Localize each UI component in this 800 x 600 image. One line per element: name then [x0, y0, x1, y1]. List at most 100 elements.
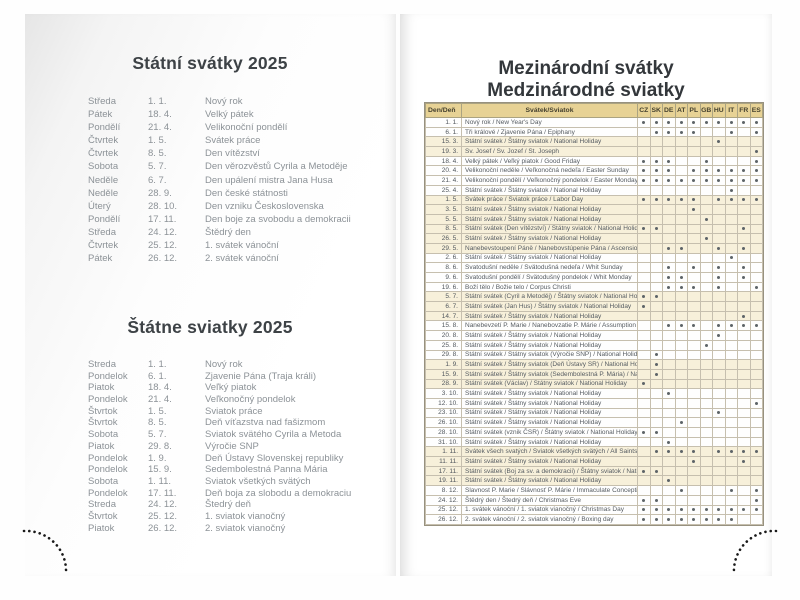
holiday-date: 6. 7. [148, 174, 167, 186]
holiday-dot-icon [692, 120, 696, 124]
country-dot-cell-sk [649, 349, 663, 361]
holiday-weekday: Středa [88, 96, 116, 107]
table-row: 5. 7. Státní svátek (Cyril a Metoděj) / Š… [425, 291, 763, 303]
country-dot-cell-pl [687, 504, 701, 516]
country-dot-cell-sk [649, 272, 663, 283]
country-dot-cell-at [674, 194, 688, 206]
country-dot-cell-it [724, 397, 738, 409]
country-dot-cell-fr [737, 204, 751, 215]
holiday-dot-icon [754, 285, 758, 289]
country-dot-cell-sk [649, 388, 663, 399]
holiday-name: Státní svátek / Štátny sviatok / Nationa… [461, 204, 638, 215]
country-dot-cell-cz [637, 388, 651, 399]
country-dot-cell-pl [687, 272, 701, 283]
holiday-dot-icon [754, 198, 758, 202]
country-dot-cell-pl [687, 475, 701, 487]
holiday-dot-icon [729, 256, 733, 260]
country-dot-cell-de [662, 272, 676, 283]
country-dot-cell-at [674, 320, 688, 332]
country-dot-cell-es [749, 223, 763, 235]
holiday-dot-icon [667, 159, 671, 163]
holiday-dot-icon [717, 140, 721, 144]
country-dot-cell-gb [699, 184, 713, 196]
holiday-weekday: Pátek [88, 253, 113, 265]
holiday-dot-icon [654, 178, 658, 182]
holiday-dot-icon [679, 275, 683, 279]
country-dot-cell-at [674, 213, 688, 225]
holiday-weekday: Pondelok [88, 464, 128, 476]
holiday-weekday: Úterý [88, 200, 111, 212]
holiday-name: Den věrozvěstů Cyrila a Metoděje [205, 161, 348, 173]
country-dot-cell-de [662, 281, 676, 293]
country-dot-cell-cz [637, 436, 651, 448]
country-dot-cell-it [724, 262, 738, 273]
holiday-name: Štědrý den [205, 226, 251, 238]
holiday-dot-icon [667, 440, 671, 444]
holiday-dot-icon [667, 198, 671, 202]
country-dot-cell-gb [699, 252, 713, 264]
holiday-date: 23. 10. [425, 407, 462, 419]
holiday-dot-icon [704, 217, 708, 221]
country-dot-cell-fr [737, 117, 751, 128]
holiday-name: Tři králové / Zjavenie Pána / Epiphany [461, 126, 638, 138]
holiday-weekday: Piatok [88, 440, 115, 452]
country-dot-cell-de [662, 504, 676, 516]
holiday-dot-icon [692, 518, 696, 522]
holiday-name: Štedrý deň [205, 499, 251, 511]
country-dot-cell-gb [699, 417, 713, 428]
country-dot-cell-at [674, 514, 688, 525]
holiday-weekday: Středa [88, 226, 116, 238]
holiday-weekday: Neděle [88, 187, 119, 199]
country-dot-cell-at [674, 388, 688, 399]
table-row: 6. 7. Státní svátek (Jan Hus) / Štátny sv… [425, 301, 763, 312]
holiday-name: 2. svátek vánoční / 2. sviatok vianočný … [461, 514, 638, 525]
country-dot-cell-sk [649, 514, 663, 525]
holiday-weekday: Čtvrtek [88, 148, 119, 160]
country-dot-cell-gb [699, 368, 713, 380]
holiday-list-row: Čtvrtek 1. 5. Svátek práce [88, 134, 388, 147]
country-dot-cell-it [724, 213, 738, 225]
country-dot-cell-hu [712, 514, 726, 525]
holiday-date: 8. 12. [425, 485, 462, 496]
holiday-dot-icon [667, 508, 671, 512]
holiday-dot-icon [754, 450, 758, 454]
country-dot-cell-fr [737, 436, 751, 448]
holiday-date: 26. 12. [148, 253, 178, 265]
country-dot-cell-at [674, 117, 688, 128]
country-dot-cell-at [674, 126, 688, 138]
right-page: Mezinárodní svátky Medzinárodné sviatky … [400, 14, 772, 576]
holiday-list-row: Čtvrtek 8. 5. Den vítězství [88, 147, 388, 160]
holiday-name: Deň Ústavy Slovenskej republiky [205, 452, 344, 464]
holiday-dot-icon [642, 304, 646, 308]
country-dot-cell-it [724, 204, 738, 215]
international-holidays-title-cz: Mezinárodní svátky [498, 58, 674, 79]
country-dot-cell-sk [649, 485, 663, 496]
table-row: 8. 5. Státní svátek (Den vítězství) / Štá… [425, 223, 763, 235]
czech-holidays-title: Státní svátky 2025 [132, 53, 288, 73]
country-dot-cell-es [749, 378, 763, 390]
country-dot-cell-cz [637, 262, 651, 273]
holiday-list-row: Pondělí 17. 11. Den boje za svobodu a demo… [88, 213, 388, 226]
holiday-dot-icon [742, 120, 746, 124]
country-dot-cell-de [662, 407, 676, 419]
country-dot-cell-it [724, 465, 738, 477]
country-dot-cell-gb [699, 330, 713, 341]
international-holidays-table: Den/Deň Svátek/Sviatok CZ SK DE AT PL GB HU IT F… [424, 102, 764, 526]
country-dot-cell-pl [687, 339, 701, 351]
country-dot-cell-fr [737, 126, 751, 138]
country-dot-cell-es [749, 262, 763, 273]
country-dot-cell-at [674, 504, 688, 516]
country-dot-cell-cz [637, 514, 651, 525]
holiday-dot-icon [704, 518, 708, 522]
country-dot-cell-de [662, 330, 676, 341]
holiday-name: Státní svátek / Štátny sviatok (Deň Ústa… [461, 359, 638, 370]
holiday-list-row: Štvrtok 8. 5. Deň víťazstva nad fašizmom [88, 417, 388, 429]
country-dot-cell-cz [637, 320, 651, 332]
holiday-weekday: Pondelok [88, 370, 128, 382]
holiday-date: 8. 6. [425, 262, 462, 273]
country-dot-cell-gb [699, 233, 713, 244]
table-row: 31. 10. Státní svátek / Štátny sviatok / … [425, 436, 763, 448]
country-dot-cell-it [724, 184, 738, 196]
holiday-dot-icon [654, 363, 658, 367]
country-dot-cell-pl [687, 213, 701, 225]
